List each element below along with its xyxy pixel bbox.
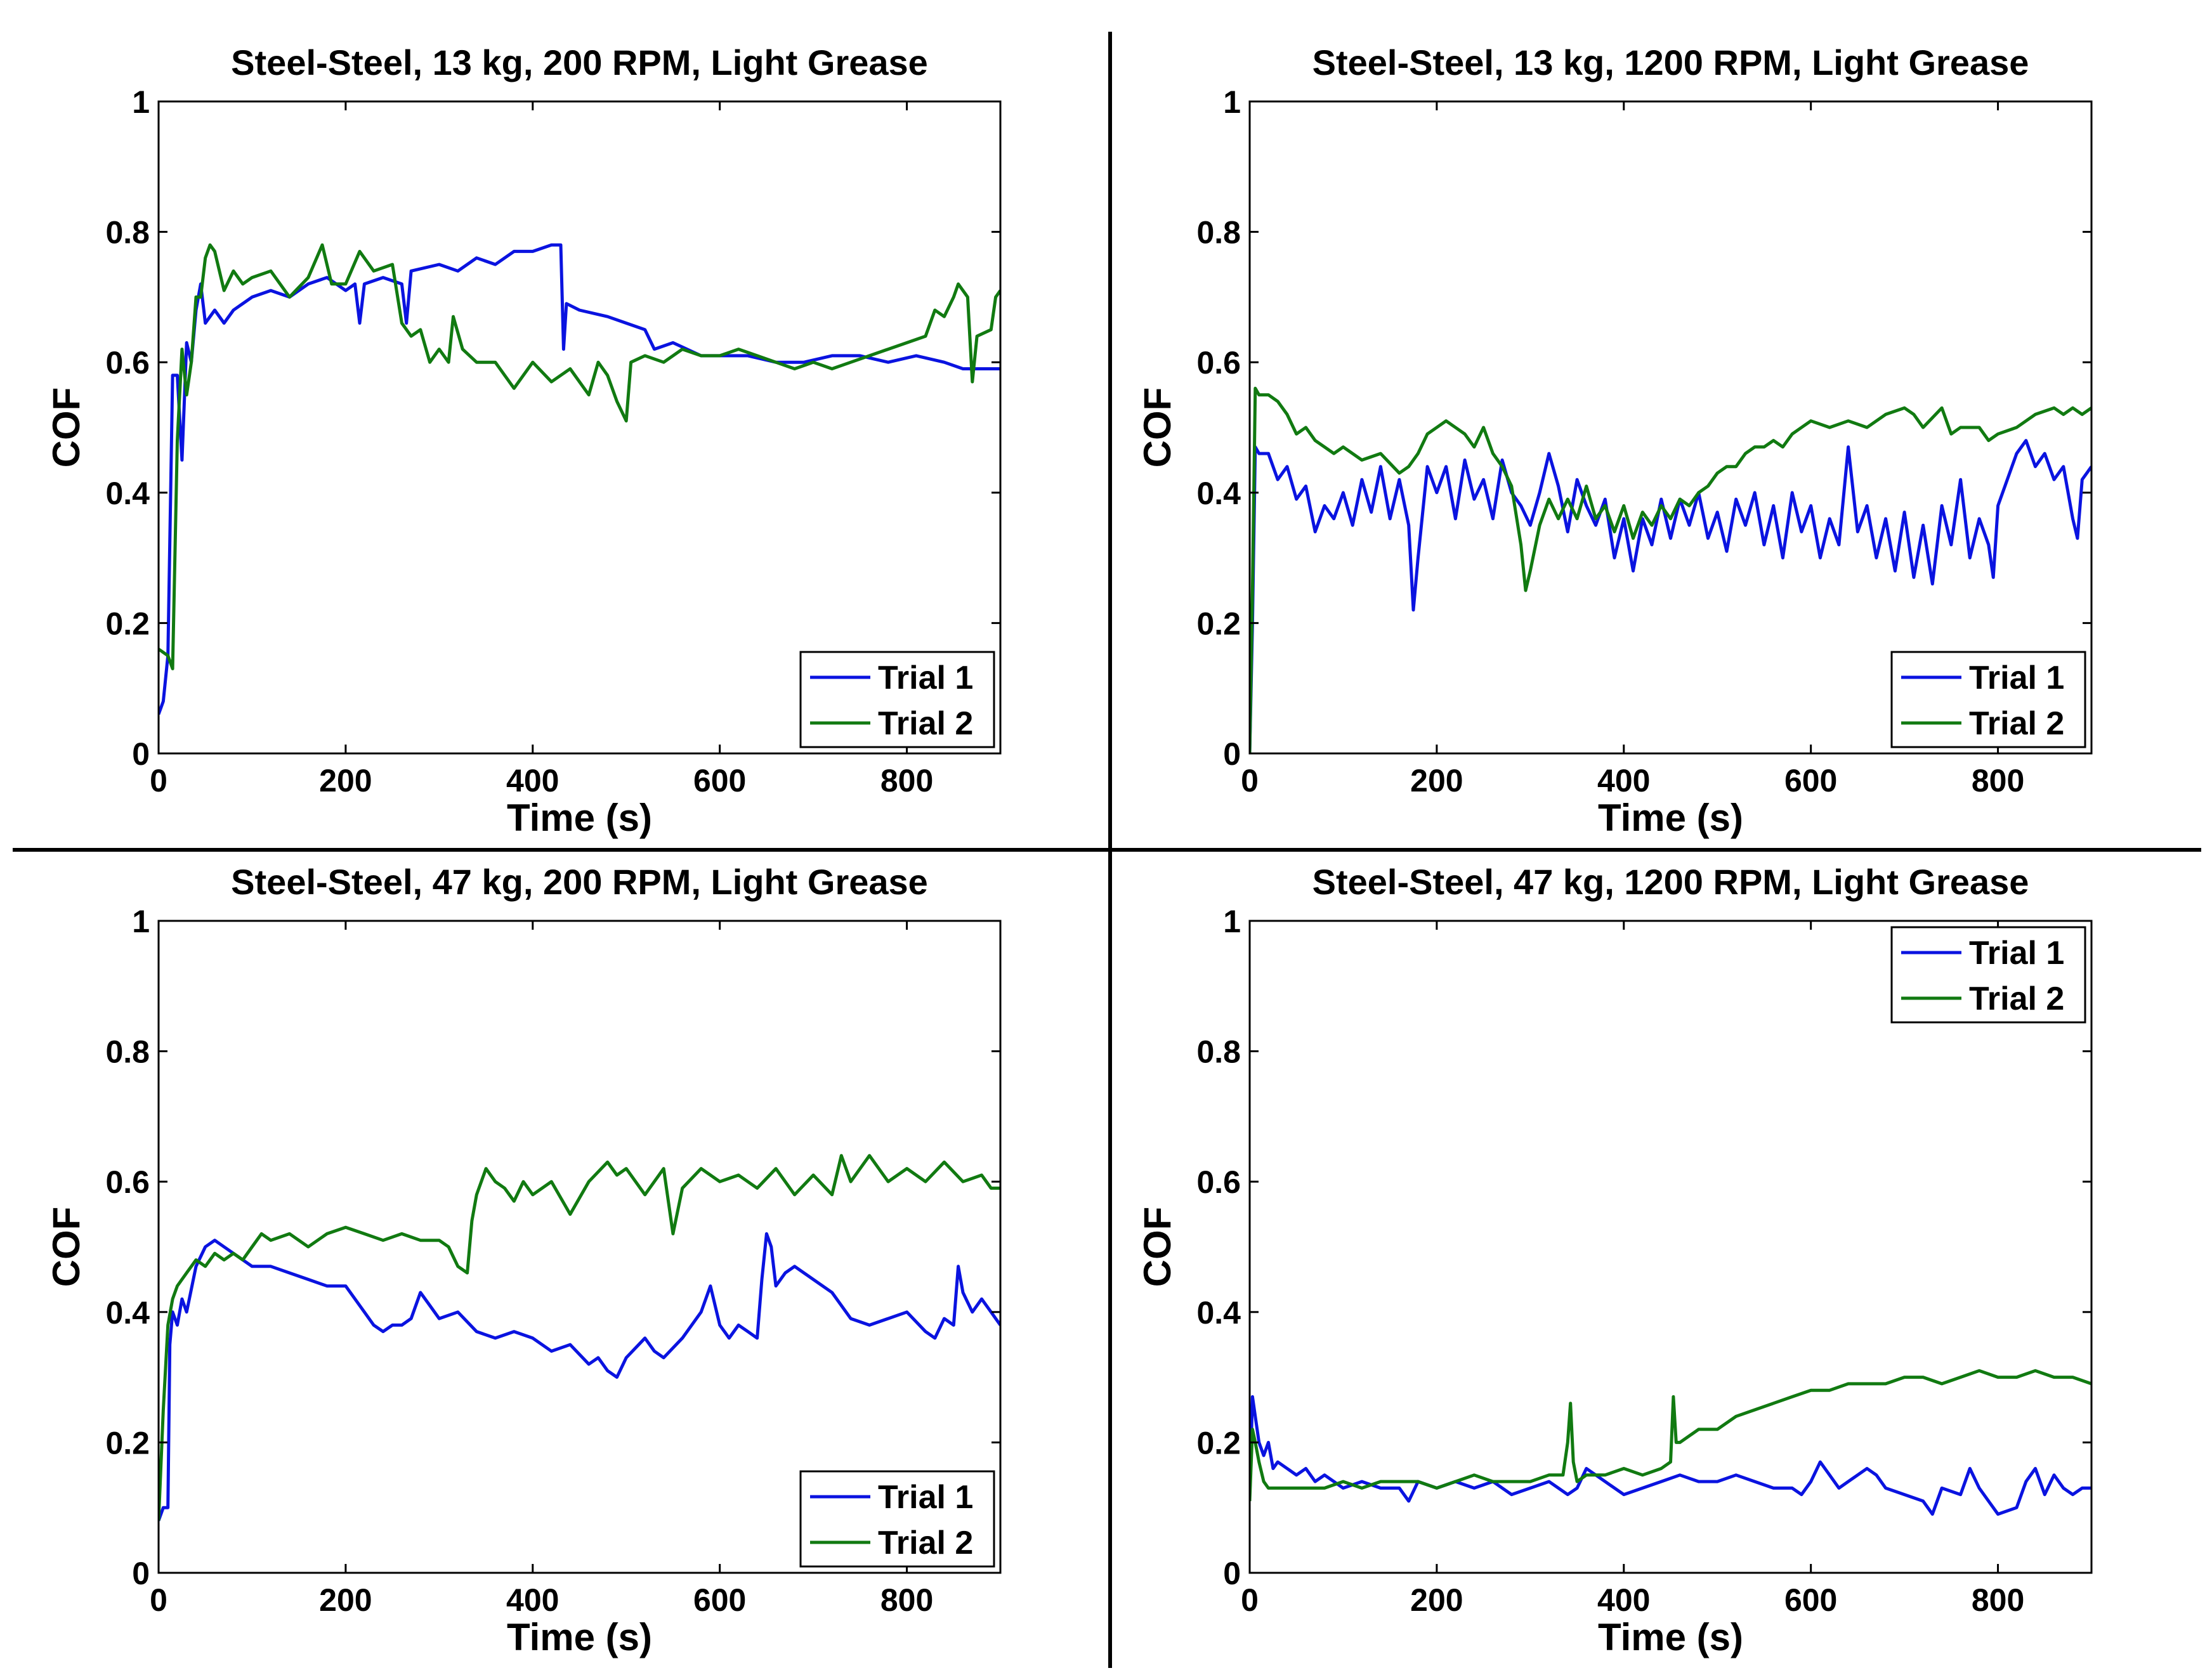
x-tick-label: 600 xyxy=(1784,1582,1837,1618)
chart-title: Steel-Steel, 47 kg, 200 RPM, Light Greas… xyxy=(231,862,928,902)
legend-box xyxy=(799,1470,995,1568)
x-tick-label: 600 xyxy=(693,763,746,798)
y-tick-label: 0 xyxy=(132,736,150,772)
x-tick-label: 400 xyxy=(506,1582,559,1618)
x-axis-label: Time (s) xyxy=(1598,797,1743,839)
legend-label-trial-2: Trial 2 xyxy=(1969,705,2064,742)
y-tick-label: 0.6 xyxy=(105,345,150,381)
x-tick-label: 800 xyxy=(1972,1582,2024,1618)
y-axis-label: COF xyxy=(1136,387,1179,468)
y-axis-label: COF xyxy=(45,1207,88,1287)
x-tick-label: 200 xyxy=(319,1582,372,1618)
y-tick-label: 0.4 xyxy=(1196,476,1241,511)
y-tick-label: 1 xyxy=(1223,904,1241,939)
x-axis-label: Time (s) xyxy=(507,797,652,839)
series-line-trial-1 xyxy=(1250,439,2091,753)
series-line-trial-2 xyxy=(1250,386,2091,753)
chart-panel-3: Steel-Steel, 47 kg, 200 RPM, Light Greas… xyxy=(45,862,1002,1658)
y-tick-label: 0.4 xyxy=(105,476,150,511)
chart-panel-2: Steel-Steel, 13 kg, 1200 RPM, Light Grea… xyxy=(1136,42,2093,839)
series-line-trial-2 xyxy=(1250,1369,2091,1501)
y-tick-label: 0.8 xyxy=(1196,215,1241,251)
y-tick-label: 0 xyxy=(132,1556,150,1591)
x-tick-label: 0 xyxy=(150,1582,167,1618)
x-tick-label: 400 xyxy=(506,763,559,798)
legend: Trial 1 Trial 2 xyxy=(1890,651,2086,748)
y-tick-label: 1 xyxy=(132,904,150,939)
y-tick-label: 0.2 xyxy=(1196,606,1241,641)
legend-box xyxy=(799,651,995,748)
x-tick-label: 800 xyxy=(1972,763,2024,798)
chart-panels: Steel-Steel, 13 kg, 200 RPM, Light Greas… xyxy=(45,42,2093,1658)
y-tick-label: 1 xyxy=(1223,84,1241,120)
plot-frame xyxy=(1248,920,2093,1574)
x-tick-label: 800 xyxy=(880,1582,933,1618)
series-line-trial-1 xyxy=(1250,1395,2091,1516)
legend-label-trial-1: Trial 1 xyxy=(878,660,973,696)
y-tick-label: 0.6 xyxy=(105,1164,150,1200)
plot-frame xyxy=(157,100,1002,755)
series-lines xyxy=(159,243,1000,715)
y-tick-label: 0.2 xyxy=(105,606,150,641)
chart-title: Steel-Steel, 13 kg, 200 RPM, Light Greas… xyxy=(231,42,928,82)
legend: Trial 1 Trial 2 xyxy=(1890,926,2086,1024)
y-tick-label: 0.4 xyxy=(105,1295,150,1331)
x-tick-label: 400 xyxy=(1597,1582,1650,1618)
x-axis-label: Time (s) xyxy=(1598,1616,1743,1658)
y-tick-label: 0.2 xyxy=(105,1425,150,1461)
y-tick-label: 1 xyxy=(132,84,150,120)
x-tick-label: 0 xyxy=(1241,763,1259,798)
legend-box xyxy=(1890,651,2086,748)
plot-frame xyxy=(1248,100,2093,755)
legend: Trial 1 Trial 2 xyxy=(799,651,995,748)
legend-label-trial-1: Trial 1 xyxy=(1969,935,2064,972)
y-tick-label: 0.8 xyxy=(105,1034,150,1070)
chart-title: Steel-Steel, 47 kg, 1200 RPM, Light Grea… xyxy=(1312,862,2029,902)
chart-title: Steel-Steel, 13 kg, 1200 RPM, Light Grea… xyxy=(1312,42,2029,82)
legend-label-trial-2: Trial 2 xyxy=(878,705,973,742)
plot-frame xyxy=(157,920,1002,1574)
x-tick-label: 600 xyxy=(1784,763,1837,798)
legend-label-trial-1: Trial 1 xyxy=(1969,660,2064,696)
x-tick-label: 0 xyxy=(150,763,167,798)
chart-panel-4: Steel-Steel, 47 kg, 1200 RPM, Light Grea… xyxy=(1136,862,2093,1658)
y-tick-label: 0 xyxy=(1223,736,1241,772)
x-tick-label: 600 xyxy=(693,1582,746,1618)
y-axis-label: COF xyxy=(1136,1207,1179,1287)
x-tick-label: 0 xyxy=(1241,1582,1259,1618)
legend-label-trial-1: Trial 1 xyxy=(878,1479,973,1516)
y-tick-label: 0.6 xyxy=(1196,1164,1241,1200)
y-tick-label: 0.4 xyxy=(1196,1295,1241,1331)
legend-box xyxy=(1890,926,2086,1024)
series-lines xyxy=(1250,386,2091,753)
y-tick-label: 0.2 xyxy=(1196,1425,1241,1461)
series-lines xyxy=(1250,1369,2091,1516)
legend: Trial 1 Trial 2 xyxy=(799,1470,995,1568)
y-tick-label: 0.8 xyxy=(1196,1034,1241,1070)
legend-label-trial-2: Trial 2 xyxy=(1969,980,2064,1017)
series-line-trial-2 xyxy=(159,243,1000,670)
x-tick-label: 200 xyxy=(1410,763,1463,798)
y-tick-label: 0.6 xyxy=(1196,345,1241,381)
series-line-trial-2 xyxy=(159,1154,1000,1521)
x-axis-label: Time (s) xyxy=(507,1616,652,1658)
series-lines xyxy=(159,1154,1000,1521)
x-tick-label: 200 xyxy=(319,763,372,798)
x-tick-label: 200 xyxy=(1410,1582,1463,1618)
y-tick-label: 0.8 xyxy=(105,215,150,251)
x-tick-label: 800 xyxy=(880,763,933,798)
y-axis-label: COF xyxy=(45,387,88,468)
x-tick-label: 400 xyxy=(1597,763,1650,798)
y-tick-label: 0 xyxy=(1223,1556,1241,1591)
chart-panel-1: Steel-Steel, 13 kg, 200 RPM, Light Greas… xyxy=(45,42,1002,839)
legend-label-trial-2: Trial 2 xyxy=(878,1525,973,1561)
